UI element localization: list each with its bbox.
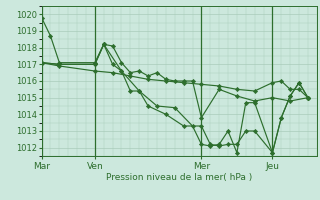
X-axis label: Pression niveau de la mer( hPa ): Pression niveau de la mer( hPa ) xyxy=(106,173,252,182)
